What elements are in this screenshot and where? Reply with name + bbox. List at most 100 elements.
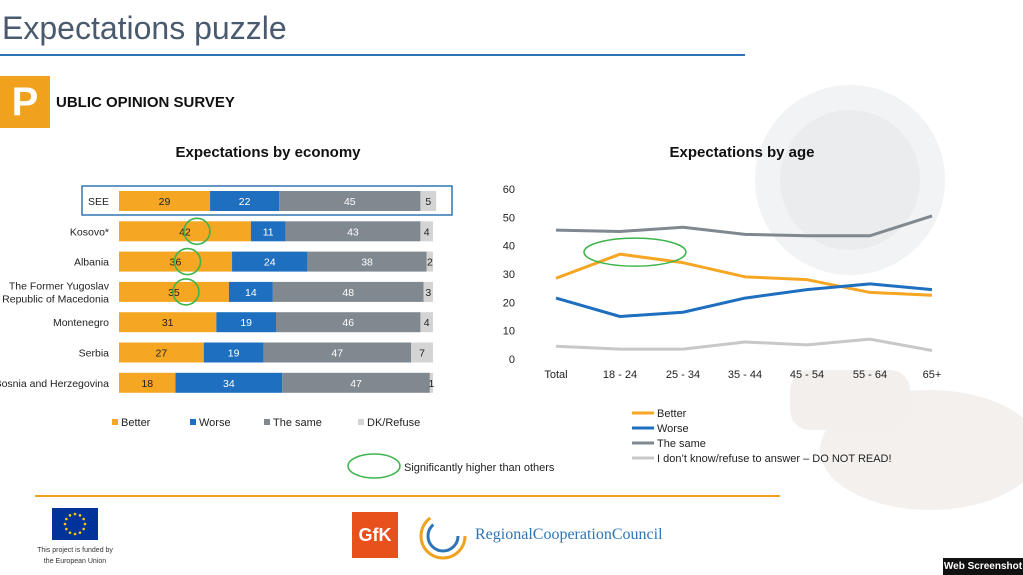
legend-swatch-dk-refuse: [358, 419, 364, 425]
eu-star: [82, 527, 85, 531]
bar-see-the-same: [279, 191, 421, 211]
bar-bosnia-and-herzegovina-dk-refuse: [429, 372, 433, 393]
y-tick-60: 60: [503, 184, 515, 196]
bar-label-montenegro-worse: 19: [240, 317, 252, 329]
line-chart-title: Expectations by age: [669, 144, 814, 161]
eu-flag-icon: [52, 508, 98, 540]
bar-the-former-yugoslav-republic-of-macedonia-dk-refuse: [423, 281, 433, 302]
bar-label-albania-the-same: 38: [361, 257, 373, 269]
gfk-logo: GfK: [352, 512, 398, 558]
line-better: [555, 252, 933, 297]
bar-label-albania-better: 36: [170, 257, 182, 269]
x-tick-35-44: 35 - 44: [728, 369, 762, 381]
bar-label-the-former-yugoslav-republic-of-macedonia-dk-refuse: 3: [425, 287, 431, 299]
category-label-kosovo: Kosovo*: [70, 226, 109, 238]
y-tick-50: 50: [503, 212, 515, 224]
bar-label-the-former-yugoslav-republic-of-macedonia-worse: 14: [245, 287, 257, 299]
bar-the-former-yugoslav-republic-of-macedonia-the-same: [272, 281, 424, 302]
bar-bosnia-and-herzegovina-the-same: [282, 372, 430, 393]
bar-serbia-the-same: [263, 342, 412, 363]
category-label-the-former-yugoslav-republic-of-macedonia: Republic of Macedonia: [2, 293, 109, 305]
y-tick-40: 40: [503, 241, 515, 253]
eu-star: [73, 532, 77, 536]
bar-label-serbia-better: 27: [156, 348, 168, 360]
bar-label-see-dk-refuse: 5: [425, 196, 431, 208]
bar-serbia-worse: [203, 342, 264, 363]
bar-label-albania-worse: 24: [264, 257, 276, 269]
bar-label-bosnia-and-herzegovina-better: 18: [141, 378, 153, 390]
bar-label-serbia-worse: 19: [228, 348, 240, 360]
eu-star: [83, 522, 87, 526]
category-label-see: SEE: [88, 196, 109, 208]
bar-label-serbia-the-same: 47: [331, 348, 343, 360]
bar-chart-highlights: [172, 217, 211, 306]
eu-funding-line-2: the European Union: [43, 558, 107, 565]
bar-label-bosnia-and-herzegovina-the-same: 47: [350, 378, 362, 390]
line-chart-axes: 0 10 20 30 40 50 60 Total 18 - 24 25 - 34 35 - 44 4…: [503, 184, 942, 381]
eu-star: [65, 517, 68, 521]
bar-label-bosnia-and-herzegovina-worse: 34: [223, 378, 235, 390]
x-tick-total: Total: [544, 369, 567, 381]
category-label-montenegro: Montenegro: [53, 317, 109, 329]
bar-label-see-better: 29: [159, 196, 171, 208]
highlight-circle-albania: [173, 247, 202, 276]
bar-the-former-yugoslav-republic-of-macedonia-worse: [228, 281, 273, 302]
category-label-the-former-yugoslav-republic-of-macedonia: The Former Yugoslav: [9, 280, 110, 292]
bar-see-better: [119, 191, 211, 211]
survey-badge: P: [0, 76, 50, 128]
y-tick-30: 30: [503, 269, 515, 281]
x-tick-18-24: 18 - 24: [603, 369, 637, 381]
y-tick-0: 0: [509, 354, 515, 366]
line-chart-highlight: [583, 237, 687, 267]
legend-swatch-the-same: [264, 419, 270, 425]
highlight-circle-kosovo: [183, 217, 211, 246]
bar-albania-worse: [232, 251, 308, 272]
category-label-bosnia-and-herzegovina: Bosnia and Herzegovina: [0, 378, 109, 390]
survey-label: UBLIC OPINION SURVEY: [56, 94, 235, 111]
bar-see-worse: [210, 191, 280, 211]
eu-star: [65, 527, 68, 531]
bar-label-albania-dk-refuse: 2: [427, 257, 433, 269]
title-divider: [0, 54, 745, 56]
category-label-serbia: Serbia: [79, 348, 110, 360]
rcc-logo-icon: [419, 512, 467, 560]
bar-label-montenegro-better: 31: [162, 317, 174, 329]
web-screenshot-watermark: Web Screenshot: [943, 558, 1023, 575]
line-i-don-t-know-refuse-to-answer-do-not-read: [555, 337, 933, 352]
eu-funding-text: This project is funded by the European U…: [30, 545, 120, 567]
bar-montenegro-worse: [216, 312, 276, 333]
bar-label-kosovo-dk-refuse: 4: [424, 226, 430, 238]
eu-star: [73, 512, 77, 516]
bar-serbia-dk-refuse: [411, 342, 433, 363]
charts-canvas: Expectations by economy SEE Kosovo* Albani…: [0, 144, 942, 479]
bar-bosnia-and-herzegovina-better: [119, 372, 176, 393]
bar-label-the-former-yugoslav-republic-of-macedonia-better: 35: [168, 287, 180, 299]
bar-chart-bars: 29 22 45 542 11 43 436 24 38 235 14 48 331 19 46 427 19 4…: [119, 191, 437, 393]
bar-kosovo-better: [119, 221, 251, 242]
bar-label-serbia-dk-refuse: 7: [419, 348, 425, 360]
eu-star: [68, 514, 72, 517]
category-label-albania: Albania: [74, 257, 109, 269]
bar-label-bosnia-and-herzegovina-dk-refuse: 1: [429, 378, 435, 390]
y-tick-20: 20: [503, 297, 515, 309]
bar-montenegro-better: [119, 312, 217, 333]
bar-label-montenegro-dk-refuse: 4: [424, 317, 430, 329]
legend-label-dk-refuse: DK/Refuse: [367, 417, 420, 429]
line-legend-label-the-same: The same: [657, 438, 706, 450]
line-highlight-ellipse: [583, 237, 687, 267]
bar-chart-category-labels: SEE Kosovo* Albania The Former YugoslavRepu…: [0, 196, 110, 390]
bar-label-kosovo-worse: 11: [263, 226, 274, 238]
line-legend-label-worse: Worse: [657, 423, 689, 435]
line-chart-series: [555, 214, 933, 352]
eu-star: [78, 531, 82, 534]
rcc-name: RegionalCooperationCouncil: [475, 526, 663, 543]
bar-kosovo-the-same: [285, 221, 421, 242]
bar-kosovo-dk-refuse: [420, 221, 433, 242]
bar-albania-better: [119, 251, 233, 272]
eu-star: [82, 517, 85, 521]
bar-label-montenegro-the-same: 46: [342, 317, 354, 329]
bar-the-former-yugoslav-republic-of-macedonia-better: [119, 281, 229, 302]
bar-chart-title: Expectations by economy: [175, 144, 361, 161]
bar-chart-legend: Better Worse The same DK/Refuse: [112, 417, 420, 429]
highlight-note-ellipse: [347, 453, 401, 479]
